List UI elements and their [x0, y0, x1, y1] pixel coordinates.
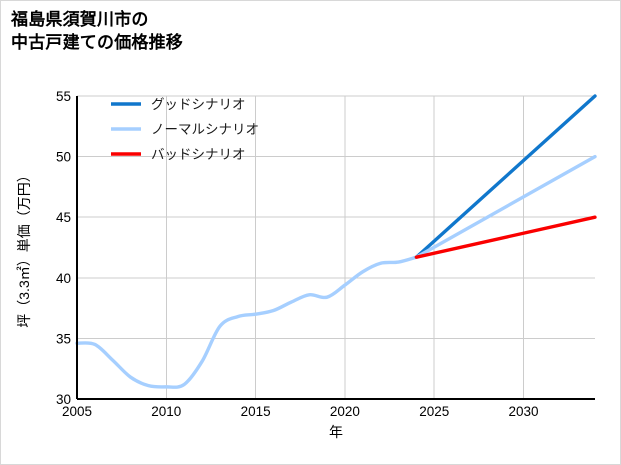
x-tick-labels: 2005 2010 2015 2020 2025 2030 — [62, 404, 539, 419]
x-tick-label: 2015 — [241, 404, 271, 419]
series-line — [414, 94, 597, 259]
legend-label: ノーマルシナリオ — [151, 122, 259, 137]
legend-label: バッドシナリオ — [151, 147, 246, 162]
x-axis-title: 年 — [329, 424, 343, 440]
y-axis-title: 坪（3.3㎡）単価（万円） — [16, 168, 32, 327]
axis-spines — [75, 96, 595, 401]
y-tick-label: 50 — [56, 150, 71, 165]
chart-title: 福島県須賀川市の 中古戸建ての価格推移 — [11, 10, 183, 52]
series-line — [75, 255, 419, 389]
series-group — [75, 94, 597, 389]
y-tick-label: 55 — [56, 89, 71, 104]
series-line — [414, 215, 597, 259]
gridlines-group — [76, 95, 595, 400]
y-tick-label: 35 — [56, 331, 71, 346]
x-tick-label: 2005 — [62, 404, 92, 419]
y-tick-label: 30 — [56, 392, 71, 407]
y-tick-label: 40 — [56, 271, 71, 286]
y-tick-labels: 30 35 40 45 50 55 — [56, 89, 71, 407]
x-tick-label: 2030 — [509, 404, 539, 419]
y-tick-label: 45 — [56, 210, 71, 225]
x-tick-label: 2010 — [151, 404, 181, 419]
series-line — [414, 154, 597, 259]
x-tick-label: 2020 — [330, 404, 360, 419]
x-tick-label: 2025 — [419, 404, 449, 419]
legend-label: グッドシナリオ — [151, 97, 246, 112]
